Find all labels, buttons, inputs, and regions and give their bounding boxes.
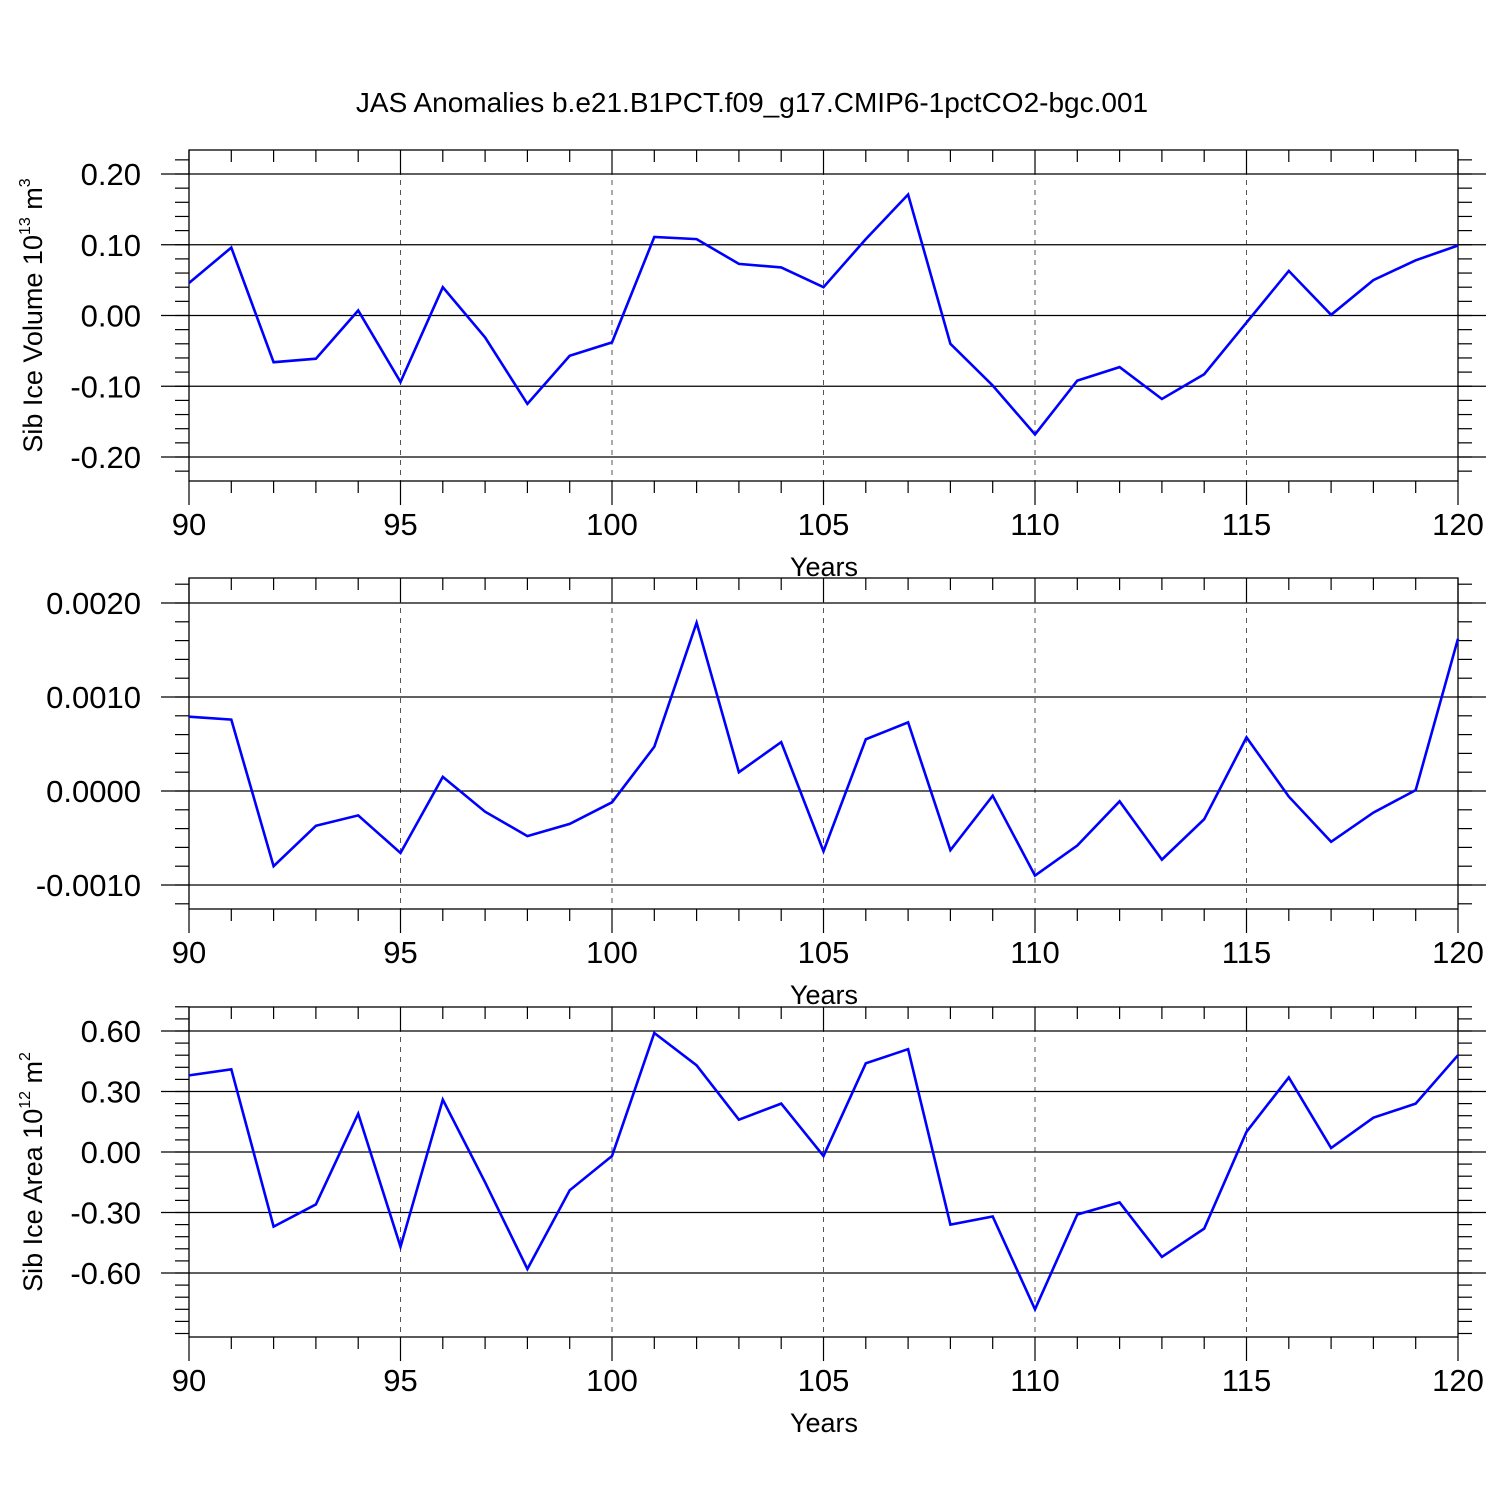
y-axis-label: Sib Ice Area 1012 m2 [17,1052,48,1292]
y-tick-label: 0.00 [81,1135,141,1170]
x-tick-label: 95 [383,1363,417,1398]
y-tick-label: 0.0000 [46,774,141,809]
y-axis-unit-exponent: 12 [17,1091,34,1109]
x-tick-label: 120 [1432,507,1484,542]
x-tick-label: 95 [383,935,417,970]
x-tick-label: 120 [1432,935,1484,970]
y-tick-label: -0.60 [70,1256,141,1291]
y-tick-label: 0.0010 [46,680,141,715]
y-tick-label: 0.60 [81,1014,141,1049]
x-axis-label: Years [790,980,858,1010]
panel-snow-volume: -0.0010 0.0000 0.0010 0.0020 90 95 100 105 110 11… [36,577,1486,1010]
x-tick-label: 110 [1010,507,1059,542]
x-tick-label: 105 [798,1363,850,1398]
x-tick-label: 105 [798,935,850,970]
y-tick-label: 0.00 [81,299,141,334]
y-tick-label: -0.30 [70,1196,141,1231]
y-axis-label-text: Sib Ice Volume 10 [18,235,48,453]
panel-ice-volume: -0.20 -0.10 0.00 0.10 0.20 90 95 100 105 110 115 12… [17,149,1486,582]
series-line [188,191,1459,437]
y-axis-unit: m [18,187,48,217]
y-axis-unit-exponent: 13 [17,217,34,235]
x-tick-label: 100 [586,507,638,542]
y-axis-label: Sib Ice Volume 1013 m3 [17,178,48,452]
x-tick-label: 115 [1222,1363,1271,1398]
panel-ice-area: -0.60 -0.30 0.00 0.30 0.60 90 95 100 105 110 115 12… [17,1006,1486,1438]
figure-title: JAS Anomalies b.e21.B1PCT.f09_g17.CMIP6-… [356,87,1148,118]
y-axis-unit-power: 3 [17,178,34,187]
x-tick-label: 90 [172,507,206,542]
y-tick-label: 0.20 [81,157,141,192]
y-axis-label-text: Sib Ice Area 10 [18,1109,48,1292]
y-tick-label: -0.0010 [36,868,141,903]
x-tick-label: 95 [383,507,417,542]
x-tick-label: 90 [172,935,206,970]
y-axis-unit-power: 2 [17,1052,34,1061]
x-tick-label: 100 [586,1363,638,1398]
series-line [188,1030,1459,1313]
x-tick-label: 110 [1010,1363,1059,1398]
x-tick-label: 100 [586,935,638,970]
x-tick-label: 110 [1010,935,1059,970]
x-tick-label: 90 [172,1363,206,1398]
x-tick-label: 115 [1222,507,1271,542]
x-axis-label: Years [790,1408,858,1438]
x-tick-label: 120 [1432,1363,1484,1398]
x-axis-label: Years [790,552,858,582]
y-tick-label: -0.20 [70,440,141,475]
y-axis-unit: m [18,1061,48,1091]
y-tick-label: 0.0020 [46,586,141,621]
x-tick-label: 105 [798,507,850,542]
y-tick-label: 0.30 [81,1075,141,1110]
y-tick-label: -0.10 [70,369,141,404]
x-tick-label: 115 [1222,935,1271,970]
series-line [188,618,1460,878]
y-tick-label: 0.10 [81,228,141,263]
